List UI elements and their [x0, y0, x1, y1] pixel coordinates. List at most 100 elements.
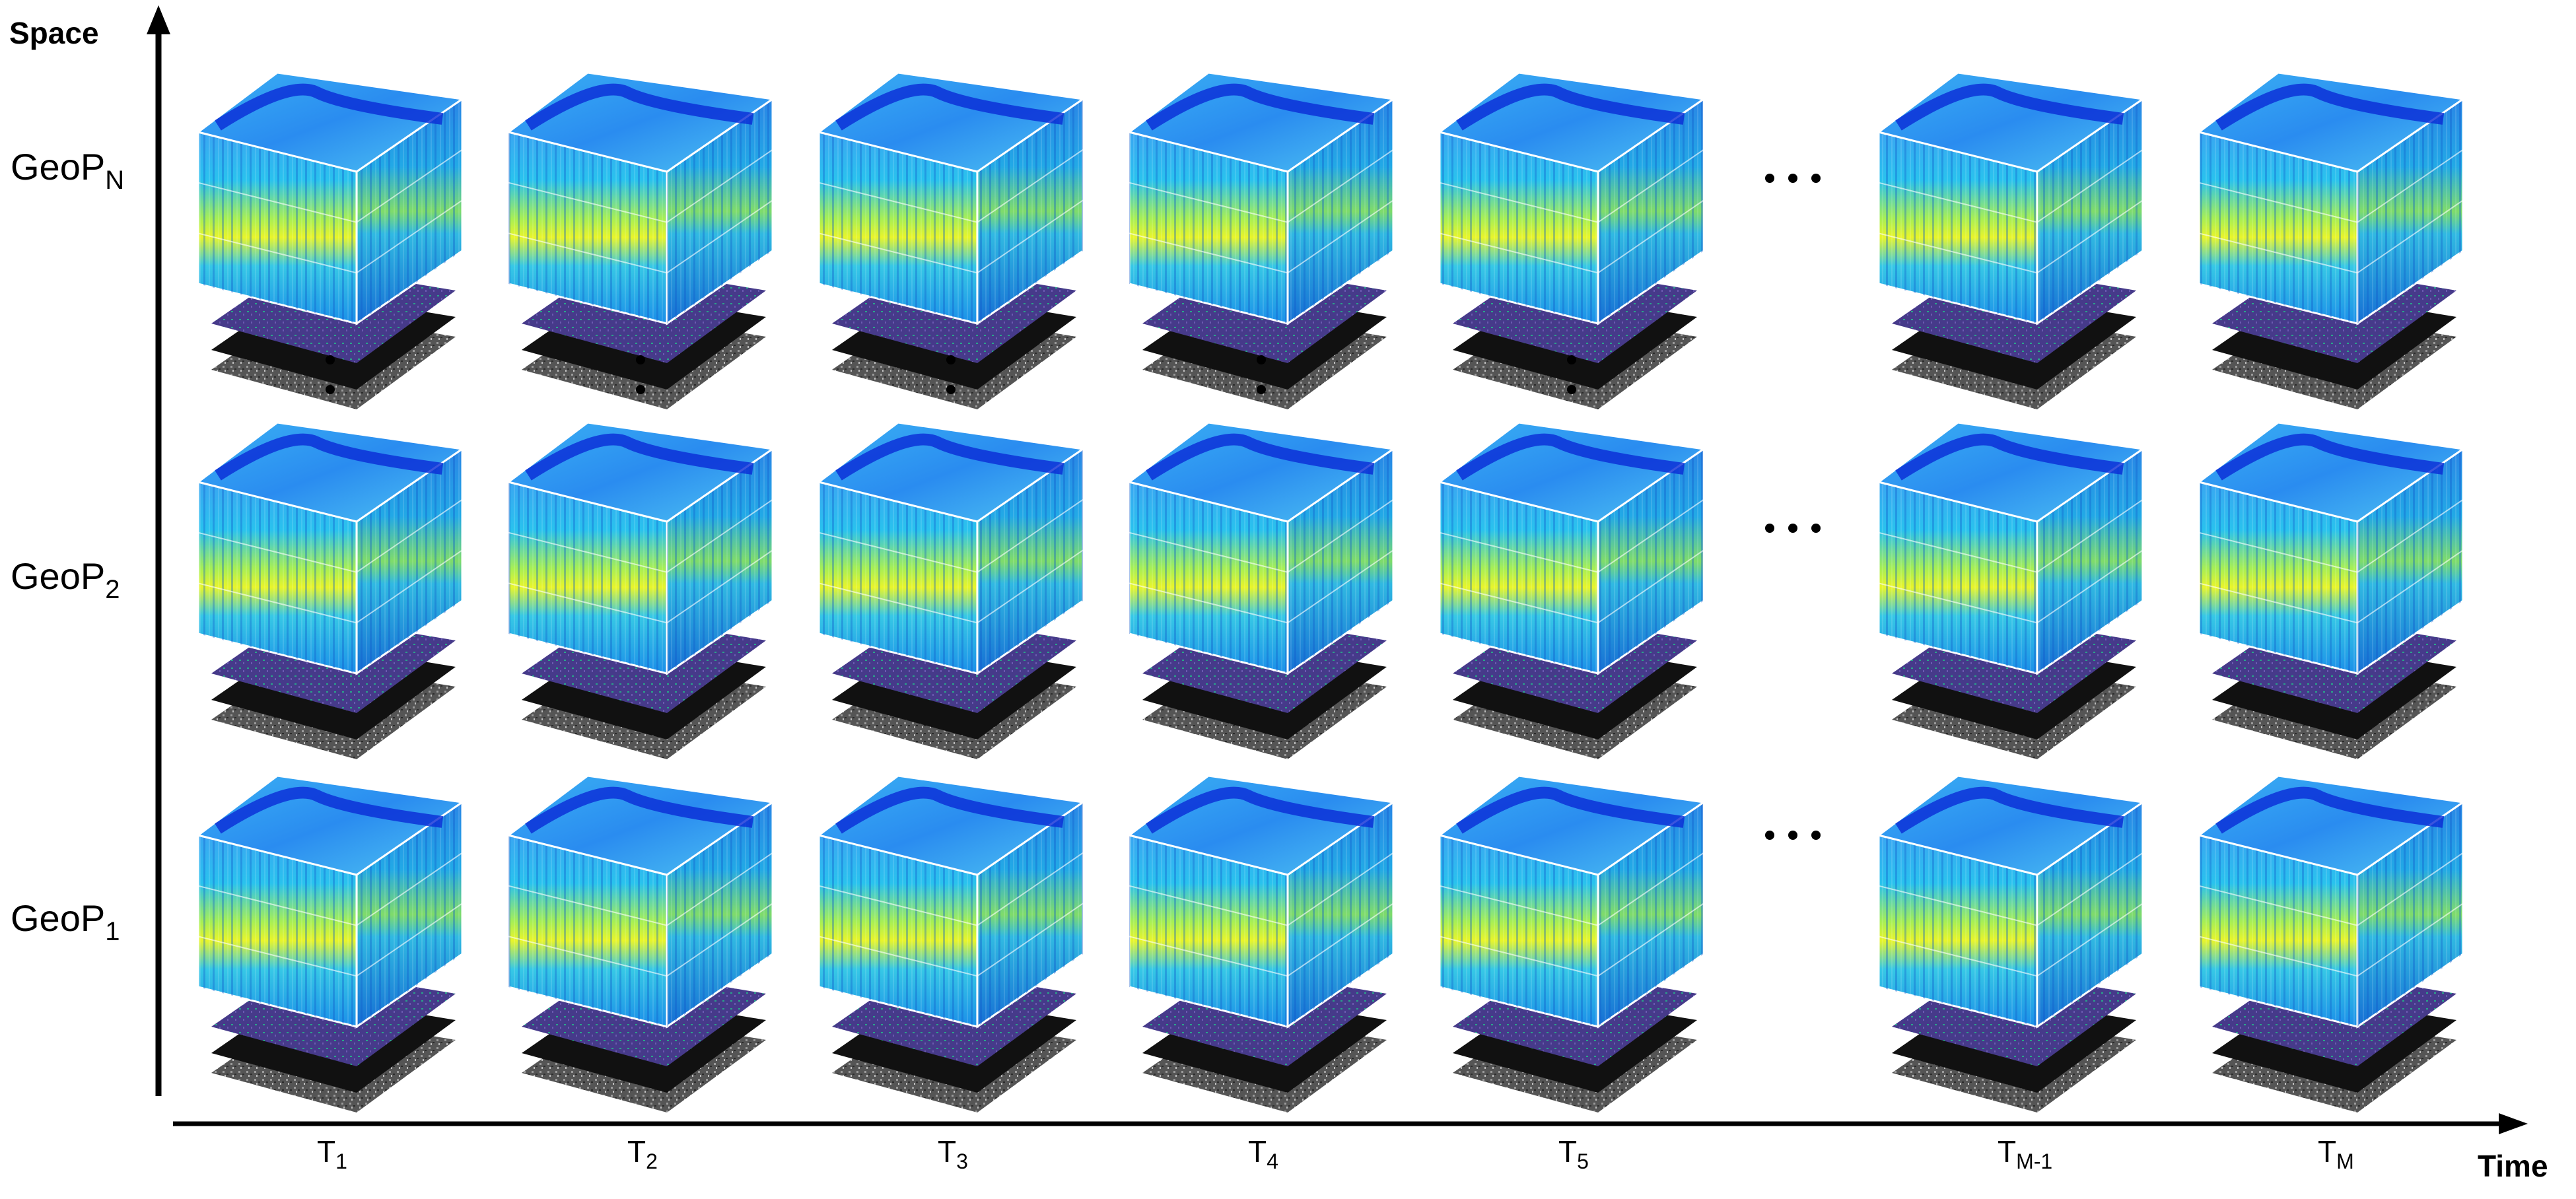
cube-grid-line — [2198, 531, 2358, 573]
river-feature — [835, 433, 1064, 481]
cube-side-texture — [2037, 99, 2143, 324]
cube-side-texture — [2037, 802, 2143, 1027]
cube-grid-line — [197, 885, 357, 926]
cube-front-texture — [198, 482, 357, 673]
cube-grid-line — [1878, 182, 2038, 223]
cube-geop-1-t2 — [506, 774, 776, 1113]
cube-grid-line — [666, 903, 773, 977]
cube-grid-line — [1878, 582, 2038, 624]
cube-geop-2-t2 — [506, 421, 776, 759]
cube-grid-line — [1878, 885, 2038, 926]
cube-grid-line — [818, 531, 978, 573]
cube-geop-1-tm — [2196, 774, 2466, 1113]
cube-grid-line — [1597, 903, 1704, 977]
space-axis-title: Space — [9, 16, 99, 50]
cube-grid-line — [1129, 182, 1288, 223]
river-feature — [2215, 83, 2445, 131]
cube-grid-line — [1597, 199, 1704, 274]
cube-grid-line — [1439, 936, 1599, 977]
cube-front-texture — [2199, 132, 2357, 324]
horizontal-ellipsis-dot — [1788, 831, 1797, 840]
cube-side-texture — [977, 99, 1083, 324]
cube-grid-line — [977, 498, 1084, 573]
river-feature — [835, 83, 1064, 131]
cube-front-texture — [1129, 482, 1288, 673]
cube-side-texture — [1598, 99, 1704, 324]
river-feature — [1146, 83, 1375, 131]
cube-geop-2-t5 — [1437, 421, 1707, 759]
vertical-ellipsis-dot — [946, 355, 956, 364]
cube-side-texture — [2357, 99, 2463, 324]
cube-grid-line — [2198, 936, 2358, 977]
horizontal-ellipsis-dot — [1811, 831, 1821, 840]
cube-grid-line — [356, 903, 463, 977]
column-labels: T1 T2 T3 T4 T5 TM-1 TM — [317, 1134, 2354, 1173]
cube-side-texture — [357, 802, 462, 1027]
cube-front-texture — [1879, 482, 2037, 673]
cube-grid-line — [1287, 852, 1394, 926]
cube-side-texture — [1598, 449, 1704, 673]
river-feature — [1895, 786, 2124, 834]
cube-grid-line — [508, 531, 668, 573]
cube-grid-line — [356, 149, 463, 223]
cube-grid-line — [1878, 531, 2038, 573]
horizontal-ellipsis-dot — [1765, 831, 1774, 840]
horizontal-ellipsis-dot — [1811, 524, 1821, 533]
vertical-ellipsis-dot — [326, 355, 335, 364]
cube-geop-2-t4 — [1127, 421, 1397, 759]
cube-grid-line — [2357, 149, 2464, 223]
cube-front-texture — [819, 482, 977, 673]
cube-side-texture — [1288, 449, 1393, 673]
cube-grid-line — [666, 498, 773, 573]
river-feature — [1895, 433, 2124, 481]
cube-grid-line — [508, 182, 668, 223]
cube-grid-line — [197, 582, 357, 624]
row-label-geop-1: GeoP1 — [11, 897, 120, 946]
cube-geop-n-t1 — [195, 71, 466, 409]
cube-grid-line — [508, 232, 668, 274]
river-feature — [1146, 786, 1375, 834]
cube-grid-line — [666, 149, 773, 223]
vertical-ellipsis-dot — [1567, 355, 1576, 364]
cube-grid-line — [1597, 498, 1704, 573]
cube-grid-line — [197, 182, 357, 223]
cube-grid-line — [2198, 582, 2358, 624]
cube-side-texture — [2037, 449, 2143, 673]
cube-front-texture — [819, 835, 977, 1027]
cube-side-texture — [2357, 802, 2463, 1027]
cube-geop-1-tm-1 — [1876, 774, 2146, 1113]
horizontal-ellipsis-dot — [1765, 174, 1774, 183]
cube-grid-line — [1597, 549, 1704, 624]
cube-front-texture — [198, 835, 357, 1027]
cube-grid-line — [818, 936, 978, 977]
cube-grid-line — [818, 582, 978, 624]
cube-grid-line — [2198, 232, 2358, 274]
cube-geop-1-t5 — [1437, 774, 1707, 1113]
cube-geop-2-tm — [2196, 421, 2466, 759]
cube-grid — [195, 71, 2466, 1113]
cube-geop-2-t1 — [195, 421, 466, 759]
cube-grid-line — [666, 549, 773, 624]
vertical-ellipsis-dot — [636, 355, 645, 364]
cube-front-texture — [1129, 132, 1288, 324]
vertical-ellipsis-dot — [1257, 355, 1266, 364]
cube-front-texture — [508, 132, 667, 324]
cube-side-texture — [1598, 802, 1704, 1027]
column-label-tm: TM — [2318, 1134, 2354, 1173]
cube-grid-line — [1287, 199, 1394, 274]
column-label-t5: T5 — [1558, 1134, 1589, 1173]
cube-grid-line — [977, 199, 1084, 274]
cube-geop-1-t3 — [816, 774, 1086, 1113]
cube-side-texture — [2357, 449, 2463, 673]
cube-grid-line — [1439, 885, 1599, 926]
cube-grid-line — [1439, 531, 1599, 573]
cube-grid-line — [2357, 852, 2464, 926]
space-axis — [147, 5, 170, 1096]
cube-grid-line — [356, 498, 463, 573]
cube-grid-line — [1287, 498, 1394, 573]
river-feature — [215, 83, 444, 131]
cube-grid-line — [2036, 199, 2143, 274]
cube-geop-1-t1 — [195, 774, 466, 1113]
cube-front-texture — [1440, 482, 1598, 673]
cube-grid-line — [2036, 498, 2143, 573]
